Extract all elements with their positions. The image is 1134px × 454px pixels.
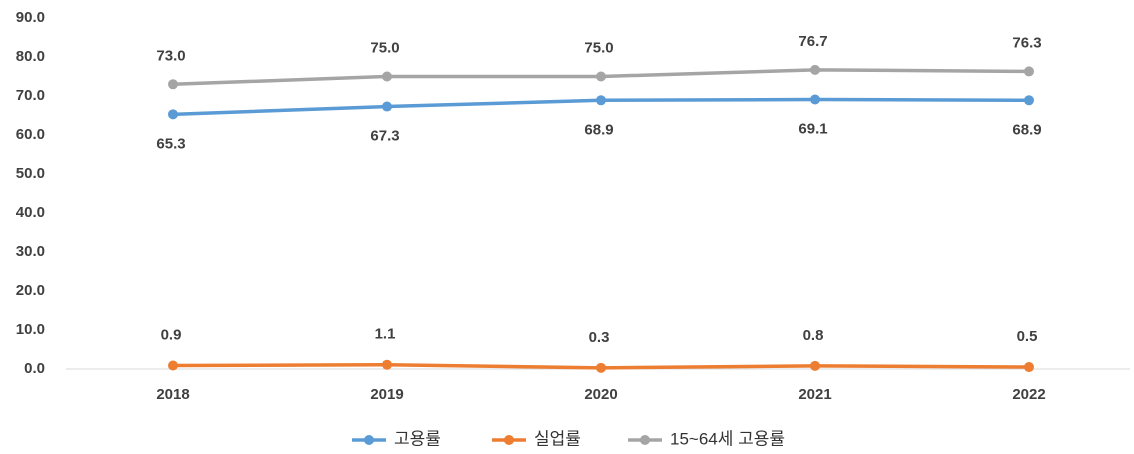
legend-dot <box>364 435 374 445</box>
point <box>382 101 392 112</box>
y-tick-label: 50.0 <box>16 165 45 182</box>
point <box>168 79 178 90</box>
data-label: 76.7 <box>798 33 827 50</box>
y-tick-label: 0.0 <box>24 360 45 377</box>
point <box>168 360 178 371</box>
legend-label: 고용률 <box>394 429 441 448</box>
point <box>596 95 606 106</box>
y-tick-label: 60.0 <box>16 126 45 143</box>
data-label: 0.5 <box>1017 328 1038 345</box>
legend-dot <box>504 435 514 445</box>
y-tick-label: 30.0 <box>16 243 45 260</box>
data-label: 0.9 <box>161 326 182 343</box>
point <box>810 64 820 75</box>
point <box>596 362 606 373</box>
point <box>810 94 820 105</box>
y-tick-label: 80.0 <box>16 48 45 65</box>
y-tick-label: 70.0 <box>16 87 45 104</box>
data-label: 75.0 <box>370 39 399 56</box>
point <box>596 71 606 82</box>
point <box>382 71 392 82</box>
x-tick-label: 2022 <box>1012 386 1045 403</box>
legend-label: 15~64세 고용률 <box>670 429 785 448</box>
y-tick-label: 90.0 <box>16 9 45 26</box>
x-tick-label: 2019 <box>370 386 403 403</box>
data-label: 69.1 <box>798 120 827 137</box>
data-label: 67.3 <box>370 127 399 144</box>
x-tick-label: 2018 <box>156 386 189 403</box>
data-label: 0.8 <box>803 327 824 344</box>
x-tick-label: 2020 <box>584 386 617 403</box>
data-label: 75.0 <box>584 39 613 56</box>
point <box>1024 66 1034 77</box>
legend-label: 실업률 <box>534 429 581 448</box>
y-tick-label: 20.0 <box>16 282 45 299</box>
data-label: 0.3 <box>589 329 610 346</box>
data-label: 1.1 <box>375 326 396 343</box>
y-tick-label: 10.0 <box>16 321 45 338</box>
x-tick-label: 2021 <box>798 386 831 403</box>
data-label: 68.9 <box>584 121 613 138</box>
data-label: 65.3 <box>156 135 185 152</box>
point <box>1024 95 1034 106</box>
data-label: 76.3 <box>1012 34 1041 51</box>
legend-dot <box>640 435 650 445</box>
data-label: 73.0 <box>156 47 185 64</box>
y-tick-label: 40.0 <box>16 204 45 221</box>
point <box>810 360 820 371</box>
data-label: 68.9 <box>1012 121 1041 138</box>
point <box>382 359 392 370</box>
point <box>1024 362 1034 373</box>
point <box>168 109 178 120</box>
